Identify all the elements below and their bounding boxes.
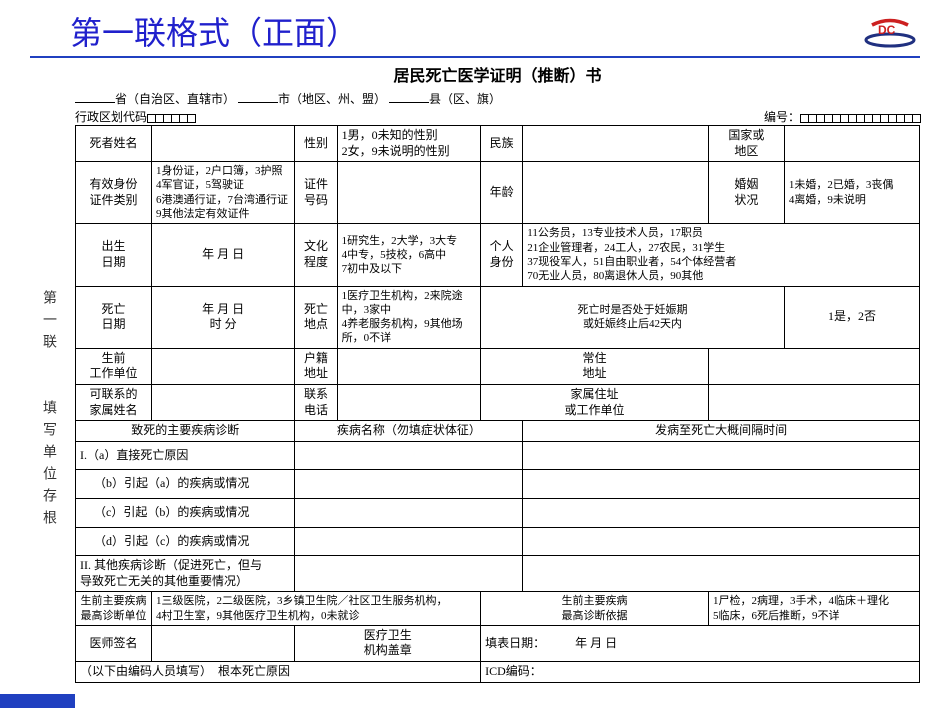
diag-h3: 发病至死亡大概间隔时间	[523, 421, 920, 442]
death-val: 年 月 日 时 分	[151, 286, 294, 348]
lbl-stamp: 医疗卫生 机构盖章	[295, 625, 481, 661]
marriage-opts: 1未婚，2已婚，3丧偶 4离婚，9未说明	[784, 162, 919, 224]
diag-h1: 致死的主要疾病诊断	[76, 421, 295, 442]
lbl-contact: 可联系的 家属姓名	[76, 384, 152, 420]
diag-h2: 疾病名称（勿填症状体征）	[295, 421, 523, 442]
lbl-family: 家属住址 或工作单位	[481, 384, 709, 420]
header-divider	[30, 56, 920, 58]
lbl-ethnic: 民族	[481, 126, 523, 162]
lbl-death: 死亡 日期	[76, 286, 152, 348]
lbl-sex: 性别	[295, 126, 337, 162]
lbl-age: 年龄	[481, 162, 523, 224]
lbl-addr: 常住 地址	[481, 348, 709, 384]
diag-b: （b）引起（a）的疾病或情况	[76, 470, 295, 499]
lbl-hukou: 户籍 地址	[295, 348, 337, 384]
area-code: 行政区划代码	[75, 108, 195, 125]
footer-bar	[0, 694, 75, 708]
unit-opts: 1三级医院，2二级医院，3乡镇卫生院／社区卫生服务机构， 4村卫生室，9其他医疗…	[151, 592, 480, 626]
basis-opts: 1尸检，2病理，3手术，4临床＋理化 5临床，6死后推断，9不详	[708, 592, 919, 626]
lbl-birth: 出生 日期	[76, 224, 152, 286]
form-title: 居民死亡医学证明（推断）书	[75, 62, 920, 86]
lbl-icd: ICD编码：	[481, 662, 920, 683]
date-lbl: 填表日期：	[485, 636, 539, 650]
lbl-name: 死者姓名	[76, 126, 152, 162]
form-number: 编号：	[764, 108, 920, 125]
idtype-opts: 1身份证，2户口簿，3护照 4军官证，5驾驶证 6港澳通行证，7台湾通行证 9其…	[151, 162, 294, 224]
lbl-unit: 生前主要疾病 最高诊断单位	[76, 592, 152, 626]
lbl-preg: 死亡时是否处于妊娠期 或妊娠终止后42天内	[481, 286, 785, 348]
region-line: 省（自治区、直辖市） 市（地区、州、盟） 县（区、旗）	[75, 90, 920, 107]
diag-d: （d）引起（c）的疾病或情况	[76, 527, 295, 556]
edu-opts: 1研究生，2大学，3大专 4中专，5技校，6高中 7初中及以下	[337, 224, 480, 286]
svg-text:DC: DC	[878, 23, 896, 37]
lbl-phone: 联系 电话	[295, 384, 337, 420]
death-cert-table: 死者姓名 性别1男，0未知的性别 2女，9未说明的性别 民族 国家或 地区 有效…	[75, 125, 920, 683]
date-val: 年 月 日	[575, 636, 617, 650]
lbl-nation: 国家或 地区	[708, 126, 784, 162]
side-label: 第一联 填写单位存根	[38, 290, 58, 532]
lbl-occ: 个人 身份	[481, 224, 523, 286]
lbl-basis: 生前主要疾病 最高诊断依据	[481, 592, 709, 626]
lbl-marriage: 婚姻 状况	[708, 162, 784, 224]
birth-val: 年 月 日	[151, 224, 294, 286]
place-opts: 1医疗卫生机构，2来院途中，3家中 4养老服务机构，9其他场所，0不详	[337, 286, 480, 348]
diag-a: I.（a）直接死亡原因	[76, 441, 295, 470]
lbl-edu: 文化 程度	[295, 224, 337, 286]
sex-opts: 1男，0未知的性别 2女，9未说明的性别	[337, 126, 480, 162]
lbl-place: 死亡 地点	[295, 286, 337, 348]
diag-c: （c）引起（b）的疾病或情况	[76, 498, 295, 527]
page-title: 第一联格式（正面）	[70, 8, 358, 54]
lbl-coder: （以下由编码人员填写） 根本死亡原因	[76, 662, 481, 683]
diag-ii: II. 其他疾病诊断（促进死亡，但与 导致死亡无关的其他重要情况）	[76, 556, 295, 592]
cdc-logo: DC	[860, 11, 920, 51]
lbl-work: 生前 工作单位	[76, 348, 152, 384]
preg-opts: 1是，2否	[784, 286, 919, 348]
lbl-idtype: 有效身份 证件类别	[76, 162, 152, 224]
lbl-idno: 证件 号码	[295, 162, 337, 224]
occ-opts: 11公务员，13专业技术人员，17职员 21企业管理者，24工人，27农民，31…	[523, 224, 920, 286]
lbl-sign: 医师签名	[76, 625, 152, 661]
